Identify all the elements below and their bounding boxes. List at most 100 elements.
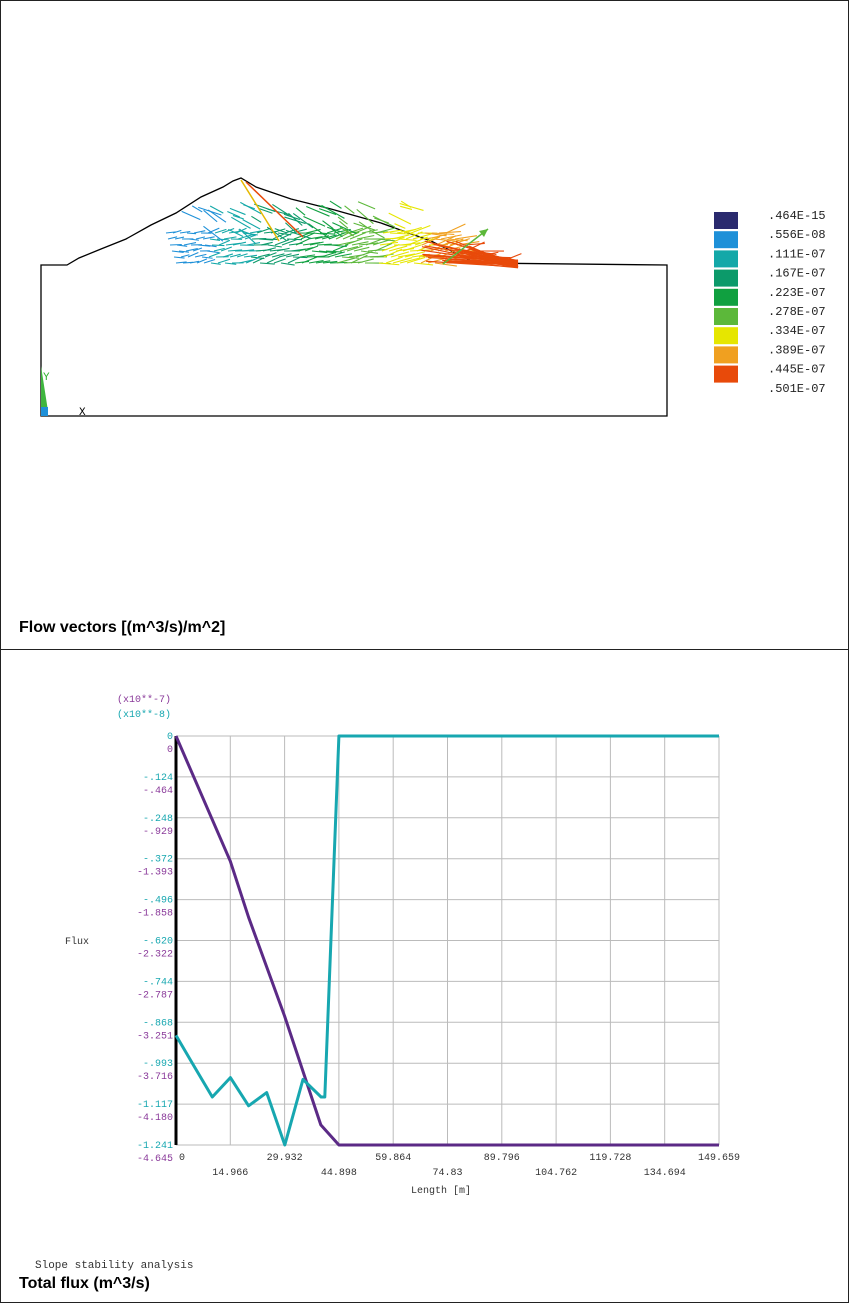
flow-vector (344, 238, 363, 246)
flow-vector (181, 210, 201, 221)
flow-vector (431, 232, 455, 236)
y-multiplier-2: (x10**-8) (117, 709, 171, 721)
flow-vector (321, 234, 337, 240)
flow-vector (309, 241, 324, 246)
y-tick-label-scale2: 0 (167, 745, 173, 756)
flow-vector (402, 244, 422, 252)
flow-vector (242, 219, 261, 230)
flow-vector (189, 260, 200, 264)
flow-vector (259, 262, 275, 265)
flow-vector (180, 254, 190, 258)
flow-vector (232, 214, 244, 220)
flow-vector (378, 262, 400, 266)
flow-vector (404, 251, 425, 258)
flow-vector (347, 227, 364, 234)
x-tick-label: 104.762 (535, 1168, 577, 1179)
flow-vector (207, 209, 227, 223)
flow-vector (322, 220, 334, 230)
flow-vector (232, 241, 247, 246)
flow-vector (353, 222, 376, 231)
flow-vector (228, 228, 244, 238)
flow-vector (306, 205, 330, 217)
total-flux-caption: Total flux (m^3/s) (19, 1275, 150, 1292)
flow-vector (339, 220, 349, 229)
flow-vector (385, 256, 403, 264)
flow-vector (344, 228, 354, 236)
flow-vector (365, 238, 382, 246)
flow-vector (229, 253, 241, 258)
flow-vector (318, 250, 337, 254)
legend-label: .389E-07 (768, 343, 826, 357)
flow-vector (281, 239, 297, 246)
flow-vector (172, 229, 182, 234)
legend-label: .278E-07 (768, 305, 826, 319)
flow-vector (237, 234, 253, 240)
flow-vector (271, 253, 285, 258)
flow-vector (400, 229, 416, 236)
flow-vector (186, 232, 197, 235)
x-tick-label: 149.659 (698, 1153, 740, 1164)
flow-vector (351, 241, 369, 246)
flow-vector (426, 260, 519, 268)
flow-vector (388, 212, 412, 225)
flow-vector (209, 205, 224, 214)
x-axis-label: Length [m] (411, 1185, 471, 1197)
flow-vector (325, 250, 343, 253)
flow-vector (407, 236, 428, 246)
flow-vector (272, 203, 290, 216)
flow-vector (329, 200, 342, 209)
y-tick-label-scale2: -1.393 (137, 868, 173, 879)
total-flux-panel: (x10**-7) (x10**-8) Flux Length [m] 0 0 -.… (0, 650, 849, 1303)
axis-triad: Y X (41, 366, 86, 419)
y-tick-label-scale1: -.496 (143, 896, 173, 907)
flow-vector (241, 249, 255, 252)
flow-vector (210, 262, 221, 265)
total-flux-chart: (x10**-7) (x10**-8) Flux Length [m] 0 0 -.… (65, 694, 740, 1197)
flow-vector (328, 232, 346, 240)
x-tick-label: 59.864 (375, 1153, 411, 1164)
y-tick-label-scale1: -.248 (143, 814, 173, 825)
y-tick-label-scale2: -3.716 (137, 1072, 173, 1083)
flow-vectors-panel: Y X .464E-15 .556E-08 .111E-07 .167E-07 .223… (0, 0, 849, 650)
flow-vector (284, 216, 306, 225)
flow-vector (361, 229, 378, 234)
flow-vector (353, 246, 370, 252)
flow-vector (287, 257, 300, 264)
y-tick-label-scale1: -.744 (143, 977, 173, 988)
flow-vector (284, 228, 300, 234)
flow-vector (208, 252, 221, 258)
axis-y-label: Y (43, 372, 50, 384)
flux-series-line-2 (174, 734, 719, 1147)
flow-vector (285, 222, 297, 234)
flow-vector (300, 232, 316, 240)
flow-vector (413, 262, 434, 266)
flow-vector (369, 229, 385, 239)
flow-vectors-caption: Flow vectors [(m^3/s)/m^2] (19, 619, 226, 636)
flow-vector (169, 243, 182, 246)
legend-label: .111E-07 (768, 247, 826, 261)
flow-vector (278, 253, 292, 258)
flow-vector (406, 256, 426, 264)
flow-vector (449, 238, 470, 246)
flow-vector (288, 212, 303, 226)
flow-vector (264, 252, 277, 258)
analysis-subtitle: Slope stability analysis (35, 1260, 194, 1272)
flow-vector (203, 209, 218, 223)
flow-vector (299, 254, 316, 258)
flow-vector (386, 236, 404, 246)
flow-vector (245, 256, 260, 264)
axis-x-label: X (79, 407, 86, 419)
flow-vector (443, 260, 519, 266)
flow-vector (454, 235, 478, 240)
flow-vector (211, 244, 225, 247)
flow-vector (397, 253, 416, 258)
flow-vector (291, 228, 307, 234)
flow-vector (295, 207, 306, 216)
flow-vector (421, 236, 441, 246)
y-tick-label-scale2: -4.645 (137, 1154, 173, 1165)
flow-vector (192, 247, 203, 252)
flow-vector (246, 242, 261, 246)
x-tick-label: 44.898 (321, 1168, 357, 1179)
flow-vector (272, 233, 286, 240)
flow-vector (262, 247, 276, 252)
